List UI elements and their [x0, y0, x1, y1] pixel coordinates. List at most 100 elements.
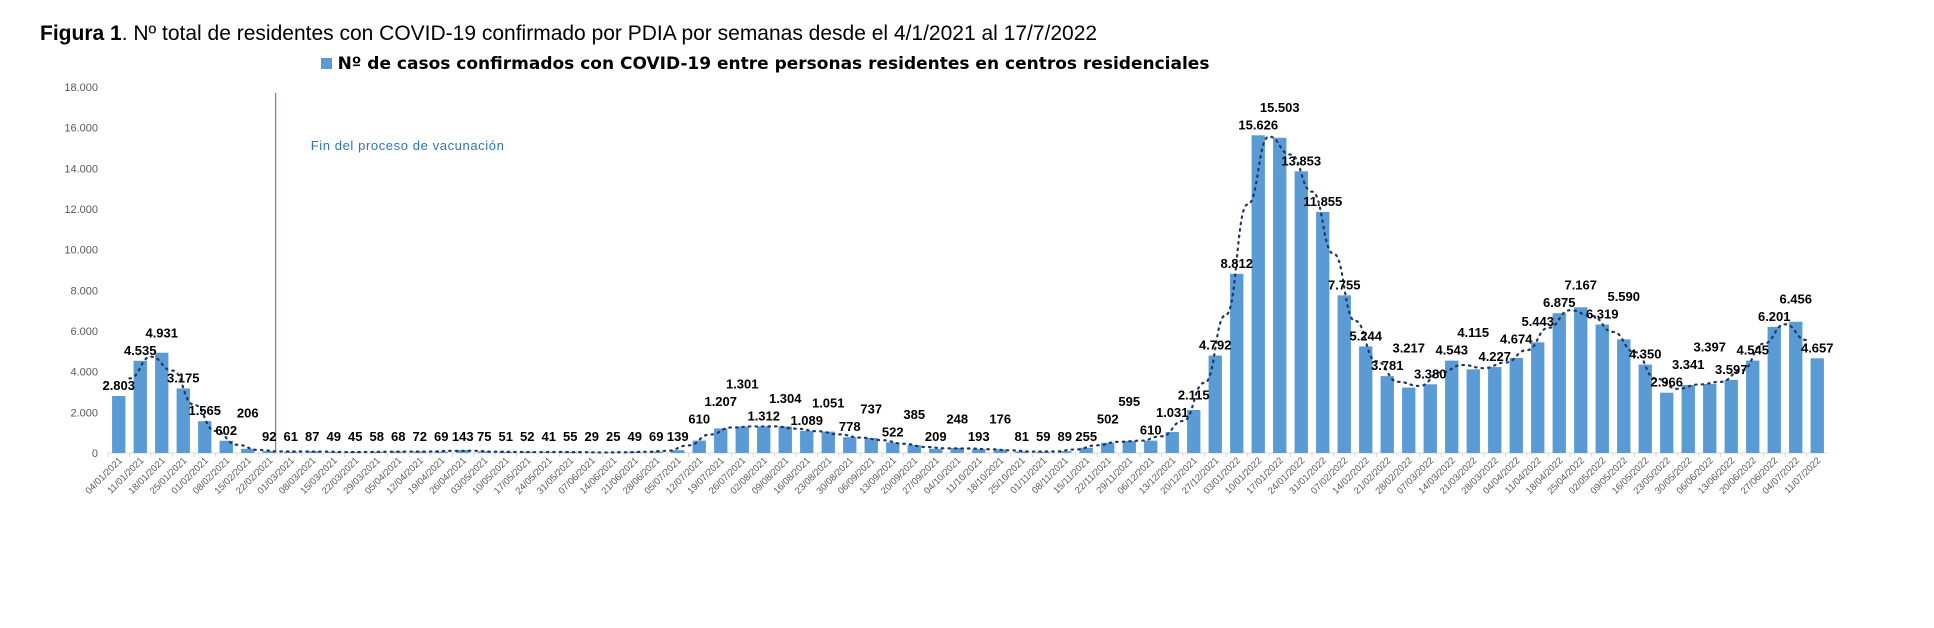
- bar: [477, 451, 491, 453]
- bar: [155, 352, 169, 453]
- bar: [843, 437, 857, 453]
- data-label: 4.543: [1435, 343, 1468, 358]
- bar: [1681, 385, 1695, 453]
- y-tick-label: 2.000: [70, 407, 98, 419]
- bar: [735, 426, 749, 453]
- data-label: 6.201: [1758, 309, 1791, 324]
- data-label: 69: [649, 429, 663, 444]
- bar: [993, 449, 1007, 453]
- bar: [1058, 451, 1072, 453]
- bar: [1660, 392, 1674, 453]
- vaccination-annotation: Fin del proceso de vacunación: [311, 138, 505, 153]
- data-label: 8.812: [1220, 256, 1253, 271]
- bar: [821, 431, 835, 453]
- y-tick-label: 8.000: [70, 285, 98, 297]
- data-label: 2.966: [1650, 375, 1683, 390]
- figure-number: Figura 1: [40, 22, 122, 45]
- data-label: 15.626: [1238, 117, 1278, 132]
- data-label: 209: [925, 429, 947, 444]
- data-label: 6.319: [1586, 307, 1619, 322]
- bar: [219, 440, 233, 453]
- data-label: 522: [882, 424, 904, 439]
- bar: [1337, 295, 1351, 453]
- data-label: 778: [839, 419, 861, 434]
- bar: [284, 451, 298, 453]
- data-label: 61: [284, 429, 298, 444]
- bar: [370, 451, 384, 453]
- data-label: 1.207: [704, 394, 737, 409]
- bar: [1574, 307, 1588, 453]
- y-tick-label: 0: [92, 448, 98, 460]
- bar: [649, 451, 663, 453]
- data-label: 4.227: [1478, 349, 1511, 364]
- bar: [1251, 135, 1265, 453]
- bar: [1122, 440, 1136, 453]
- data-label: 1.565: [188, 403, 221, 418]
- data-label: 3.341: [1672, 357, 1705, 372]
- data-label: 52: [520, 429, 534, 444]
- data-label: 595: [1118, 394, 1140, 409]
- data-label: 5.443: [1521, 314, 1554, 329]
- y-tick-label: 18.000: [64, 82, 98, 94]
- data-label: 4.674: [1500, 332, 1533, 347]
- data-label: 3.175: [167, 370, 200, 385]
- bar: [1187, 409, 1201, 453]
- data-label: 2.803: [102, 378, 135, 393]
- bar: [886, 442, 900, 453]
- bar: [1638, 364, 1652, 453]
- bar: [1552, 313, 1566, 453]
- data-label: 11.855: [1303, 194, 1342, 209]
- bar: [864, 438, 878, 453]
- bar: [1015, 451, 1029, 453]
- data-label: 3.397: [1693, 340, 1726, 355]
- data-label: 1.312: [747, 408, 780, 423]
- bar: [1036, 451, 1050, 453]
- data-label: 206: [237, 405, 259, 420]
- data-label: 7.167: [1564, 278, 1597, 293]
- bar: [714, 428, 728, 453]
- bar: [1466, 369, 1480, 453]
- data-label: 4.792: [1199, 338, 1232, 353]
- bar: [800, 430, 814, 453]
- data-label: 29: [585, 429, 599, 444]
- data-label: 92: [262, 429, 276, 444]
- data-label: 3.597: [1715, 362, 1748, 377]
- bar: [692, 440, 706, 453]
- data-label: 89: [1058, 429, 1072, 444]
- bar: [929, 448, 943, 453]
- data-label: 502: [1097, 412, 1119, 427]
- bar: [1079, 447, 1093, 453]
- bar: [262, 451, 276, 453]
- data-label: 87: [305, 429, 319, 444]
- data-label: 385: [903, 407, 925, 422]
- data-label: 143: [452, 429, 474, 444]
- data-label: 4.115: [1457, 325, 1489, 340]
- data-label: 5.244: [1349, 328, 1382, 343]
- bar: [1101, 442, 1115, 453]
- bar: [1703, 383, 1717, 453]
- bar: [757, 426, 771, 453]
- data-label: 4.657: [1801, 340, 1834, 355]
- bar: [1488, 367, 1502, 453]
- y-tick-label: 4.000: [70, 367, 98, 379]
- data-label: 2.115: [1178, 388, 1210, 403]
- bar: [1509, 357, 1523, 453]
- bar: [112, 396, 126, 453]
- data-label: 255: [1075, 429, 1097, 444]
- data-label: 72: [413, 429, 427, 444]
- bar: [1746, 360, 1760, 453]
- bar: [972, 449, 986, 453]
- data-label: 4.931: [145, 325, 178, 340]
- data-label: 49: [628, 429, 642, 444]
- bar: [1789, 321, 1803, 453]
- data-label: 45: [348, 429, 362, 444]
- bar: [1724, 379, 1738, 453]
- data-label: 1.089: [790, 413, 823, 428]
- bar: [1359, 346, 1373, 453]
- y-tick-label: 14.000: [64, 163, 98, 175]
- bar: [1208, 355, 1222, 453]
- data-label: 49: [327, 429, 341, 444]
- bar: [950, 447, 964, 453]
- data-label: 4.350: [1629, 347, 1662, 362]
